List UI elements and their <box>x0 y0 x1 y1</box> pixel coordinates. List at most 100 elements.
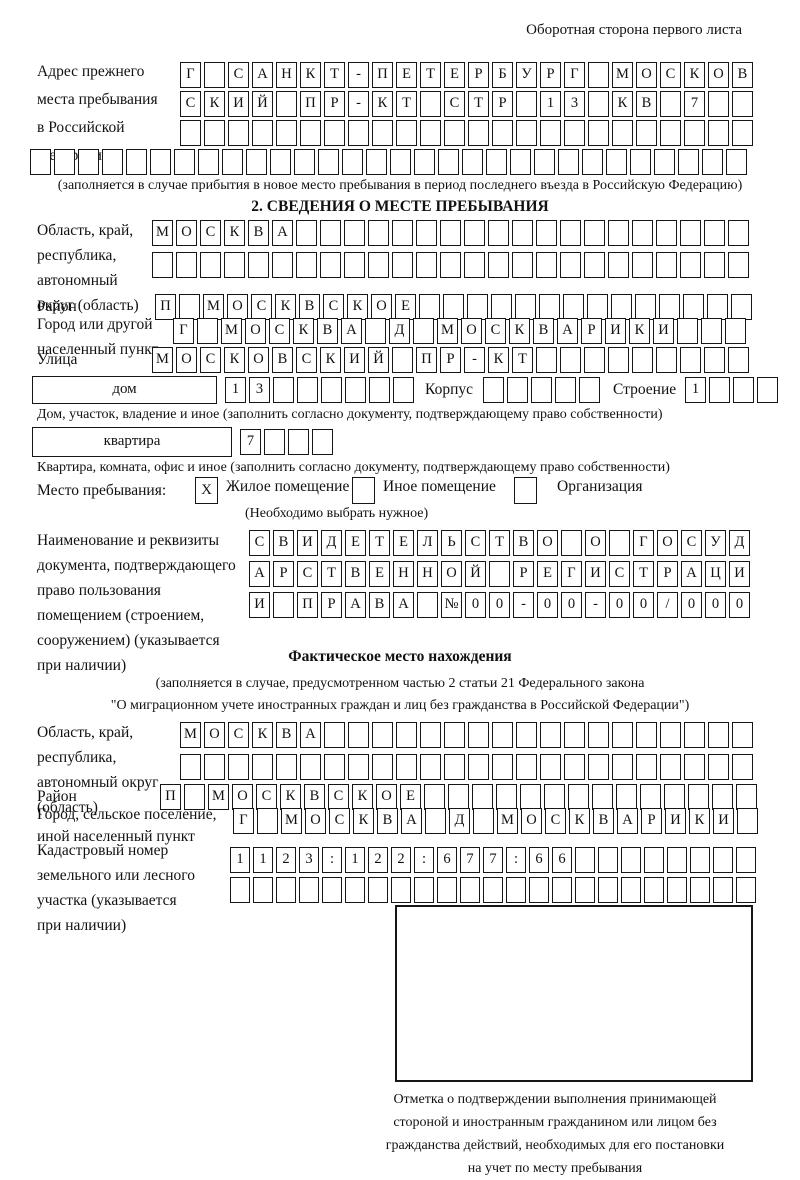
char-box[interactable] <box>472 784 493 810</box>
char-box[interactable] <box>492 722 513 748</box>
char-box[interactable] <box>473 808 494 834</box>
char-box[interactable]: О <box>176 347 197 373</box>
char-box[interactable] <box>588 62 609 88</box>
char-box[interactable] <box>324 754 345 780</box>
char-box[interactable] <box>180 120 201 146</box>
char-box[interactable] <box>440 252 461 278</box>
char-box[interactable] <box>252 754 273 780</box>
char-box[interactable] <box>372 754 393 780</box>
char-box[interactable] <box>678 149 699 175</box>
char-box[interactable] <box>276 91 297 117</box>
char-box[interactable] <box>273 377 294 403</box>
char-box[interactable] <box>728 220 749 246</box>
char-box[interactable] <box>582 149 603 175</box>
char-box[interactable]: Н <box>417 561 438 587</box>
char-box[interactable]: 7 <box>684 91 705 117</box>
char-box[interactable]: С <box>609 561 630 587</box>
char-box[interactable] <box>420 120 441 146</box>
char-box[interactable] <box>444 722 465 748</box>
char-box[interactable] <box>369 377 390 403</box>
char-box[interactable]: П <box>300 91 321 117</box>
char-box[interactable] <box>708 91 729 117</box>
char-box[interactable] <box>555 377 576 403</box>
char-box[interactable] <box>608 220 629 246</box>
char-box[interactable]: К <box>612 91 633 117</box>
char-box[interactable] <box>507 377 528 403</box>
char-box[interactable] <box>420 722 441 748</box>
char-box[interactable]: 0 <box>489 592 510 618</box>
char-box[interactable]: 1 <box>540 91 561 117</box>
char-box[interactable]: Е <box>444 62 465 88</box>
char-box[interactable] <box>536 220 557 246</box>
char-box[interactable] <box>368 252 389 278</box>
char-box[interactable] <box>467 294 488 320</box>
char-box[interactable]: С <box>228 722 249 748</box>
char-box[interactable] <box>492 754 513 780</box>
char-box[interactable]: В <box>248 220 269 246</box>
char-box[interactable]: С <box>180 91 201 117</box>
char-box[interactable]: 7 <box>240 429 261 455</box>
char-box[interactable]: Л <box>417 530 438 556</box>
char-box[interactable] <box>757 377 778 403</box>
char-box[interactable]: С <box>323 294 344 320</box>
char-box[interactable] <box>575 847 595 873</box>
char-box[interactable] <box>300 754 321 780</box>
char-box[interactable] <box>732 91 753 117</box>
char-box[interactable] <box>690 847 710 873</box>
char-box[interactable] <box>448 784 469 810</box>
char-box[interactable]: К <box>689 808 710 834</box>
char-box[interactable] <box>612 120 633 146</box>
char-box[interactable]: Р <box>513 561 534 587</box>
char-box[interactable]: К <box>320 347 341 373</box>
char-box[interactable]: Б <box>492 62 513 88</box>
char-box[interactable]: Д <box>389 318 410 344</box>
char-box[interactable] <box>417 592 438 618</box>
char-box[interactable]: Т <box>512 347 533 373</box>
char-box[interactable] <box>510 149 531 175</box>
char-box[interactable]: А <box>401 808 422 834</box>
char-box[interactable] <box>568 784 589 810</box>
char-box[interactable]: Й <box>368 347 389 373</box>
char-box[interactable] <box>300 120 321 146</box>
char-box[interactable] <box>616 784 637 810</box>
char-box[interactable] <box>222 149 243 175</box>
char-box[interactable] <box>725 318 746 344</box>
char-box[interactable]: П <box>160 784 181 810</box>
char-box[interactable] <box>78 149 99 175</box>
char-box[interactable] <box>324 722 345 748</box>
char-box[interactable] <box>396 754 417 780</box>
char-box[interactable]: В <box>276 722 297 748</box>
char-box[interactable] <box>322 877 342 903</box>
char-box[interactable]: В <box>513 530 534 556</box>
char-box[interactable]: 6 <box>552 847 572 873</box>
char-box[interactable] <box>684 722 705 748</box>
char-box[interactable] <box>396 120 417 146</box>
char-box[interactable] <box>606 149 627 175</box>
char-box[interactable] <box>506 877 526 903</box>
char-box[interactable] <box>392 252 413 278</box>
char-box[interactable]: Ь <box>441 530 462 556</box>
char-box[interactable] <box>483 877 503 903</box>
char-box[interactable] <box>529 877 549 903</box>
char-box[interactable] <box>654 149 675 175</box>
char-box[interactable] <box>536 252 557 278</box>
char-box[interactable]: Ц <box>705 561 726 587</box>
char-box[interactable]: 1 <box>685 377 706 403</box>
char-box[interactable]: И <box>228 91 249 117</box>
char-box[interactable] <box>560 252 581 278</box>
char-box[interactable] <box>372 722 393 748</box>
char-box[interactable] <box>312 429 333 455</box>
char-box[interactable] <box>320 252 341 278</box>
char-box[interactable]: Г <box>180 62 201 88</box>
char-box[interactable]: А <box>252 62 273 88</box>
char-box[interactable] <box>587 294 608 320</box>
char-box[interactable]: М <box>221 318 242 344</box>
char-box[interactable] <box>680 220 701 246</box>
char-box[interactable] <box>276 877 296 903</box>
char-box[interactable] <box>396 722 417 748</box>
char-box[interactable]: : <box>506 847 526 873</box>
char-box[interactable]: Т <box>369 530 390 556</box>
char-box[interactable]: В <box>317 318 338 344</box>
char-box[interactable]: П <box>372 62 393 88</box>
char-box[interactable] <box>180 754 201 780</box>
